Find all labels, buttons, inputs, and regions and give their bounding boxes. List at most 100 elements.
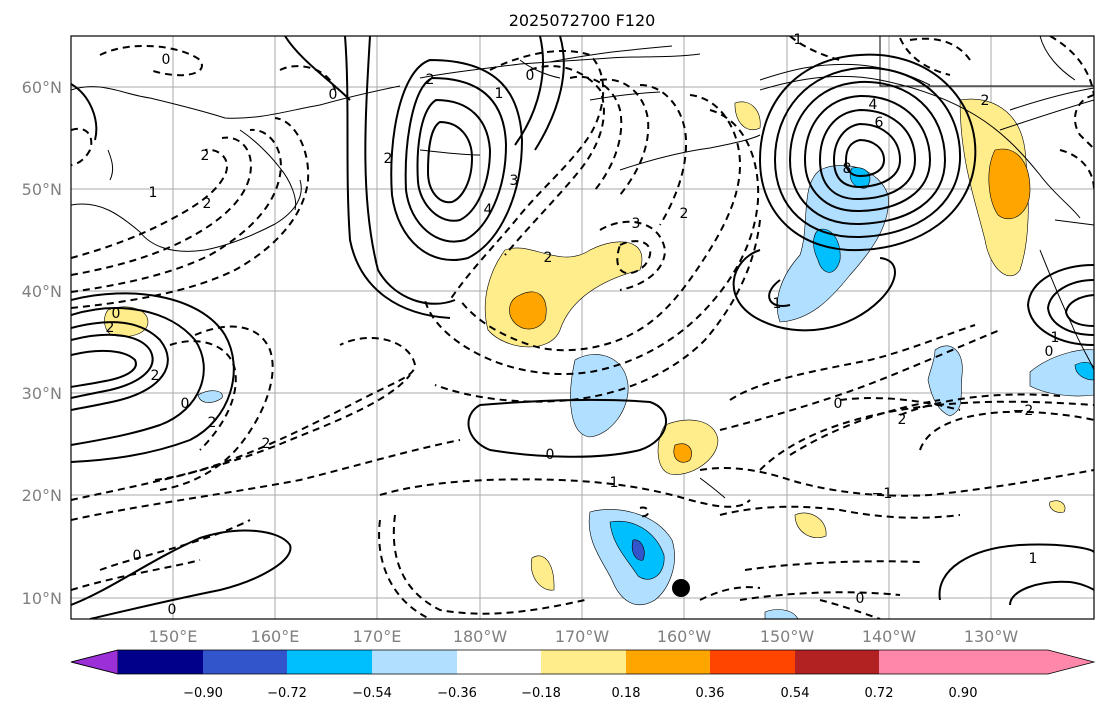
contour-label: 8	[843, 161, 852, 177]
lon-label: 170°W	[555, 627, 610, 646]
colorbar-tick-label: −0.36	[437, 686, 477, 701]
lon-label: 170°E	[353, 627, 402, 646]
contour-label-group: 0 0 0 0 0 0 0 0 0 0 0 1 1 1 1 1 1 1 2 2 …	[106, 32, 1060, 618]
contour-label: 0	[1045, 344, 1054, 360]
lon-label: 160°W	[657, 627, 712, 646]
map-title: 2025072700 F120	[509, 11, 656, 30]
contour-label: 2	[208, 415, 217, 431]
colorbar-tick-labels: −0.90 −0.72 −0.54 −0.36 −0.18 0.18 0.36 …	[183, 686, 977, 701]
contour-label: 4	[484, 202, 493, 218]
plot-frame	[70, 35, 1095, 620]
positive-anomaly-core	[988, 148, 1031, 220]
contour-label: 2	[262, 436, 271, 452]
contour-label: 1	[773, 296, 782, 312]
dashed-contours	[71, 36, 1094, 619]
colorbar-segment	[710, 650, 795, 674]
positive-anomaly-core	[673, 443, 692, 463]
contour-label: 2	[544, 250, 553, 266]
lon-label: 140°W	[862, 627, 917, 646]
colorbar-tick-label: 0.18	[612, 686, 641, 701]
contour-label: 2	[680, 206, 689, 222]
colorbar-tick-label: 0.54	[781, 686, 810, 701]
longitude-labels: 150°E 160°E 170°E 180°W 170°W 160°W 150°…	[149, 627, 1019, 646]
contour-label: 1	[794, 32, 803, 48]
lat-label: 50°N	[22, 180, 62, 199]
contour-label: 1	[610, 475, 619, 491]
contour-label: −1	[872, 486, 893, 502]
positive-anomaly-region	[734, 101, 761, 130]
contour-label: 1	[1051, 330, 1060, 346]
colorbar: −0.90 −0.72 −0.54 −0.36 −0.18 0.18 0.36 …	[70, 649, 1096, 701]
colorbar-segment	[287, 650, 372, 674]
negative-anomaly-core	[1074, 361, 1094, 381]
lon-label: 160°E	[251, 627, 300, 646]
contour-label: 0	[168, 602, 177, 618]
positive-anomaly-core	[509, 291, 547, 330]
contour-label: 2	[898, 412, 907, 428]
colorbar-extend-high	[963, 650, 1094, 674]
contour-label: 0	[181, 396, 190, 412]
contour-label: 3	[510, 173, 519, 189]
contour-label: 0	[856, 591, 865, 607]
contour-label: 2	[426, 72, 435, 88]
positive-anomaly-region	[530, 555, 555, 591]
contour-label: −2	[1013, 403, 1034, 419]
positive-anomaly-region	[794, 512, 827, 538]
contour-label: 1	[149, 185, 158, 201]
contour-label: 0	[546, 447, 555, 463]
contour-label: 2	[384, 151, 393, 167]
colorbar-segment	[457, 650, 541, 674]
contour-label: 0	[329, 87, 338, 103]
lon-label: 180°W	[453, 627, 508, 646]
lat-label: 60°N	[22, 78, 62, 97]
contour-label: 0	[834, 396, 843, 412]
colorbar-segment	[795, 650, 879, 674]
latitude-labels: 60°N 50°N 40°N 30°N 20°N 10°N	[22, 78, 62, 608]
station-marker	[672, 579, 690, 597]
colorbar-segment	[626, 650, 710, 674]
contour-label: 1	[1029, 551, 1038, 567]
colorbar-extend-low	[70, 649, 119, 675]
colorbar-segment	[118, 650, 203, 674]
contour-label: 2	[201, 148, 210, 164]
contour-label: 0	[526, 68, 535, 84]
contour-label: 2	[981, 93, 990, 109]
colorbar-tick-label: −0.54	[352, 686, 392, 701]
negative-anomaly-region	[197, 390, 223, 403]
solid-contours	[71, 36, 1094, 619]
contour-label: 4	[869, 97, 878, 113]
contour-label: 0	[162, 52, 171, 68]
contour-label: 2	[106, 320, 115, 336]
contour-label: 1	[495, 86, 504, 102]
contour-label: 3	[632, 216, 641, 232]
lon-label: 150°W	[760, 627, 815, 646]
lat-label: 40°N	[22, 282, 62, 301]
negative-anomaly-region	[927, 345, 963, 417]
positive-anomaly-region	[1049, 500, 1066, 513]
contour-label: 0	[112, 306, 121, 322]
colorbar-tick-label: −0.90	[183, 686, 223, 701]
negative-anomaly-core	[631, 539, 645, 561]
colorbar-segment	[372, 650, 457, 674]
colorbar-tick-label: −0.18	[521, 686, 561, 701]
colorbar-outline	[70, 649, 1096, 675]
lat-label: 30°N	[22, 384, 62, 403]
contour-label: 2	[203, 196, 212, 212]
lon-label: 130°W	[964, 627, 1019, 646]
negative-anomaly-region	[764, 609, 799, 619]
negative-anomaly-core	[849, 167, 871, 189]
colorbar-segment	[541, 650, 626, 674]
colorbar-tick-label: 0.72	[865, 686, 894, 701]
lon-label: 150°E	[149, 627, 198, 646]
negative-anomaly-region	[1029, 349, 1094, 397]
lat-label: 10°N	[22, 589, 62, 608]
lat-label: 20°N	[22, 486, 62, 505]
colorbar-tick-label: 0.90	[949, 686, 978, 701]
colorbar-tick-label: −0.72	[267, 686, 307, 701]
shaded-regions	[104, 98, 1094, 619]
contour-label: 6	[875, 115, 884, 131]
contour-label: 2	[151, 368, 160, 384]
colorbar-segment	[879, 650, 963, 674]
colorbar-tick-label: 0.36	[696, 686, 725, 701]
